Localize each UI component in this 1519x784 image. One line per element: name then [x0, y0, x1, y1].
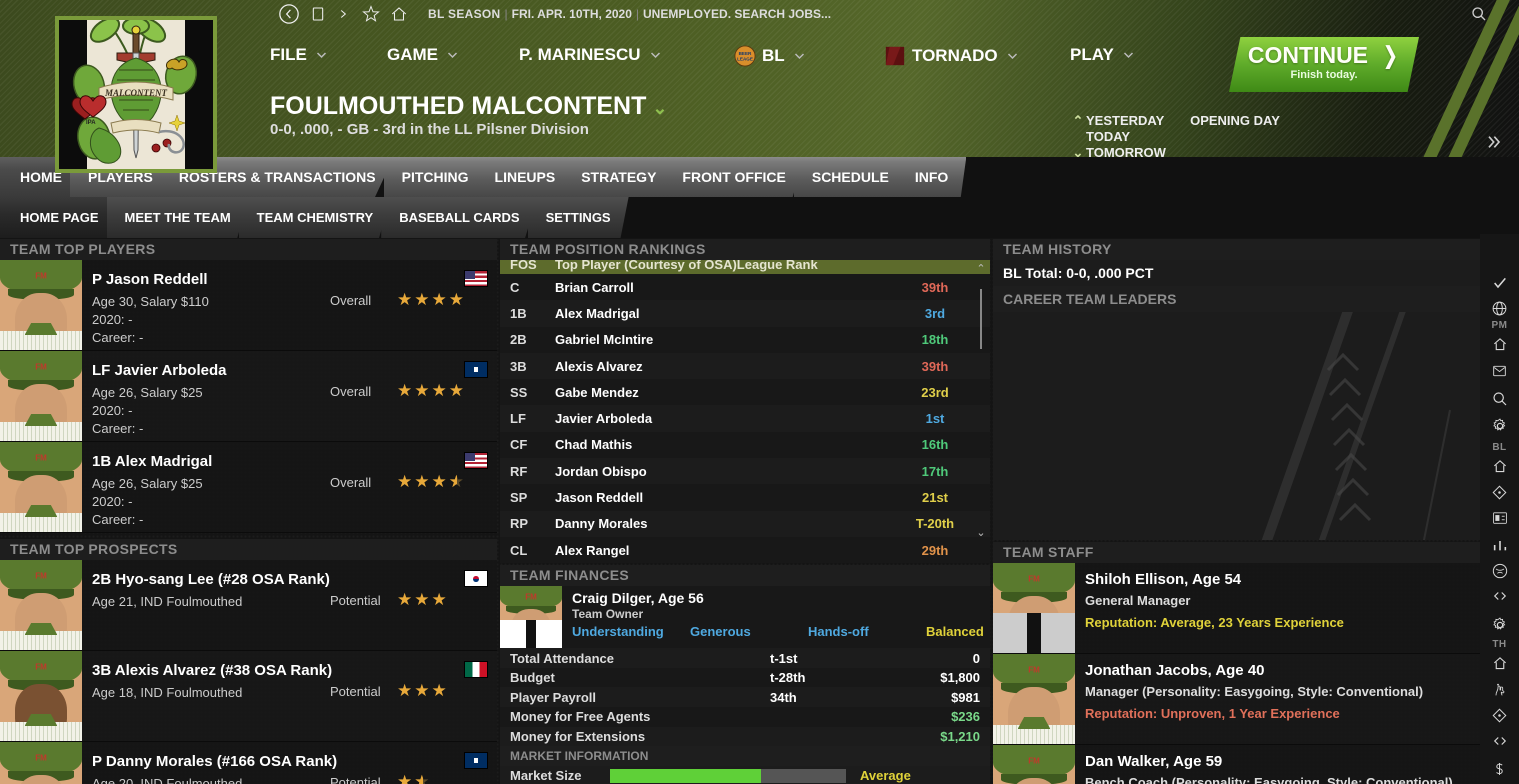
svg-text:IPA: IPA	[86, 120, 96, 126]
svg-text:MALCONTENT: MALCONTENT	[104, 88, 168, 98]
svg-text:BEER: BEER	[739, 51, 752, 56]
svg-text:LEAGE: LEAGE	[737, 57, 753, 62]
